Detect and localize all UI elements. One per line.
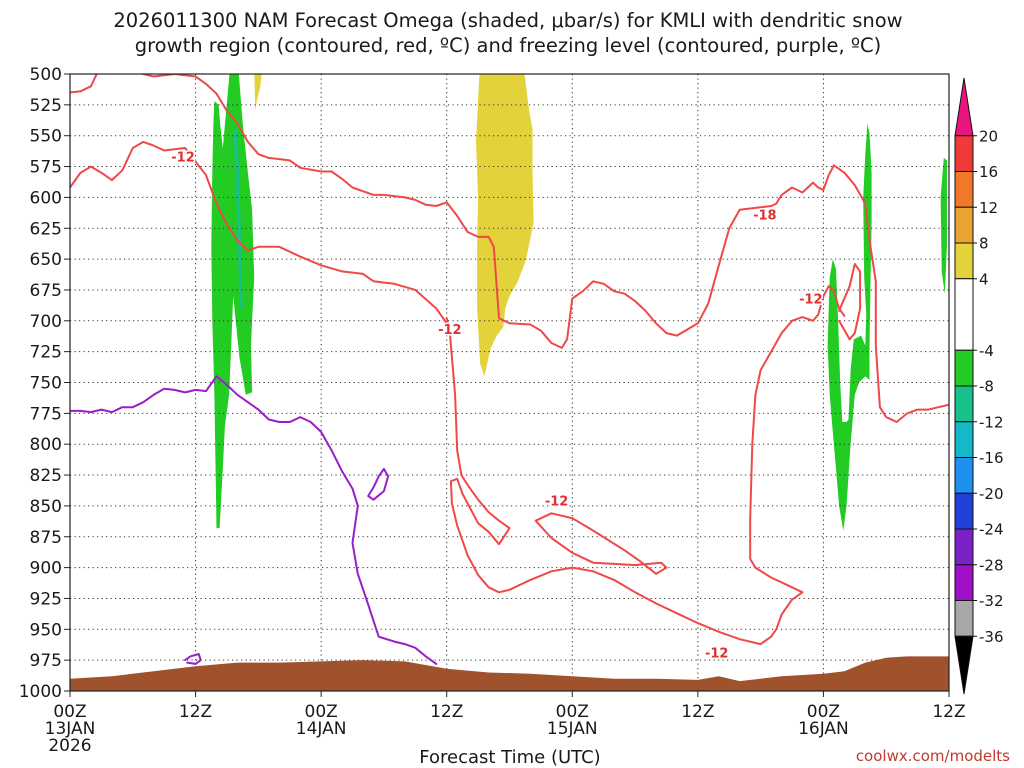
ytick-label-875: 875 <box>30 528 62 548</box>
contour-label-layer: -12 -12 -18 -12 -12 -12 <box>170 149 824 663</box>
chart-title-line1: 2026011300 NAM Forecast Omega (shaded, μ… <box>113 9 902 32</box>
xtick-label-48-1: 00Z <box>556 702 589 722</box>
ytick-label-625: 625 <box>30 219 62 239</box>
ytick-label-825: 825 <box>30 466 62 486</box>
terrain-fill <box>70 656 949 691</box>
colorbar-label-13: -36 <box>979 628 1004 646</box>
contour-freezing-level-0c <box>70 375 438 665</box>
contour-layer <box>70 74 949 665</box>
terrain-layer <box>70 656 949 691</box>
colorbar-label-5: -4 <box>979 342 994 360</box>
colorbar-label-11: -28 <box>979 556 1004 574</box>
x-axis-label: Forecast Time (UTC) <box>419 747 600 768</box>
contour-dendritic-12c-small-loop <box>534 512 668 575</box>
colorbar-label-6: -8 <box>979 378 994 396</box>
colorbar-bin-10 <box>954 492 974 530</box>
contour-dendritic-12c-upper-left-branch <box>70 140 448 325</box>
colorbar-label-0: 20 <box>979 127 998 145</box>
shaded-omega-4-to-8-yellow-14-15jan <box>476 74 534 377</box>
colorbar-label-9: -20 <box>979 485 1004 503</box>
colorbar-label-7: -12 <box>979 413 1004 431</box>
ytick-label-600: 600 <box>30 188 62 208</box>
colorbar-bin-2 <box>954 171 974 208</box>
colorbar-bin-4 <box>954 242 974 280</box>
ytick-label-925: 925 <box>30 589 62 609</box>
colorbar-bin-6 <box>954 349 974 387</box>
contour-freezing-level-0c-small-ring <box>367 467 390 501</box>
xtick-label-12-1: 12Z <box>179 702 212 722</box>
colorbar-bin-8 <box>954 421 974 458</box>
ytick-label-900: 900 <box>30 559 62 579</box>
ytick-label-750: 750 <box>30 374 62 394</box>
xtick-label-72-1: 00Z <box>807 702 840 722</box>
xtick-label-48-2: 15JAN <box>547 719 598 739</box>
contour-freezing-level-0c-surface-blip <box>184 653 202 665</box>
ytick-label-650: 650 <box>30 250 62 270</box>
grid-layer <box>70 74 949 691</box>
colorbar-bin-12 <box>954 564 974 601</box>
ytick-label-775: 775 <box>30 404 62 424</box>
colorbar-label-8: -16 <box>979 449 1004 467</box>
xtick-label-24-2: 14JAN <box>296 719 347 739</box>
colorbar-bin-14 <box>954 635 974 695</box>
colorbar-bin-9 <box>954 457 974 494</box>
contour-label-2: -18 <box>753 208 777 223</box>
ytick-label-1000: 1000 <box>19 682 62 702</box>
contour-label-1: -12 <box>438 323 462 338</box>
colorbar-bin-7 <box>954 385 974 423</box>
xtick-label-60-1: 12Z <box>681 702 714 722</box>
colorbar-bin-3 <box>954 206 974 244</box>
ytick-label-500: 500 <box>30 65 62 85</box>
xtick-label-24-1: 00Z <box>305 702 338 722</box>
ytick-label-950: 950 <box>30 620 62 640</box>
ytick-label-850: 850 <box>30 497 62 517</box>
colorbar-label-12: -32 <box>979 592 1004 610</box>
colorbar-label-4: 4 <box>979 270 989 288</box>
colorbar-bin-11 <box>954 528 974 566</box>
contour-dendritic-12c-upper <box>70 74 949 423</box>
ytick-label-700: 700 <box>30 312 62 332</box>
contour-dendritic-12c-right-ring <box>838 263 862 341</box>
shaded-omega-8-to-12-teal-streak <box>233 129 243 309</box>
shaded-omega-4-to-8-green-16jan <box>827 123 872 531</box>
ytick-label-550: 550 <box>30 127 62 147</box>
xtick-label-72-2: 16JAN <box>798 719 849 739</box>
contour-dendritic-12c-lower <box>445 285 846 646</box>
colorbar-label-1: 16 <box>979 163 998 181</box>
xtick-label-36-1: 12Z <box>430 702 463 722</box>
colorbar: 20 16 12 8 4 -4 -8 -12 -16 -20 -24 -28 -32 -36 <box>954 77 1004 695</box>
ytick-label-675: 675 <box>30 281 62 301</box>
ytick-label-725: 725 <box>30 343 62 363</box>
colorbar-label-2: 12 <box>979 199 998 217</box>
omega-shading-layer <box>211 74 947 531</box>
xtick-label-84-1: 12Z <box>932 702 965 722</box>
chart-title-line2: growth region (contoured, red, ºC) and f… <box>135 34 882 57</box>
credit-text: coolwx.com/modelts <box>856 747 1010 765</box>
ytick-label-800: 800 <box>30 435 62 455</box>
contour-label-0: -12 <box>171 150 195 165</box>
contour-label-5: -12 <box>705 646 729 661</box>
colorbar-bin-5 <box>954 278 974 351</box>
contour-label-4: -12 <box>545 495 569 510</box>
colorbar-label-10: -24 <box>979 521 1004 539</box>
shaded-omega-4-to-8-green-13jan <box>211 74 255 529</box>
xtick-label-0-3: 2026 <box>48 736 91 756</box>
ytick-label-575: 575 <box>30 158 62 178</box>
xtick-label-0-1: 00Z <box>53 702 86 722</box>
colorbar-label-3: 8 <box>979 235 989 253</box>
colorbar-bin-1 <box>954 135 974 172</box>
ytick-label-975: 975 <box>30 651 62 671</box>
axes-layer: 500 525 550 575 600 625 650 675 700 725 750 775 800 8… <box>19 65 966 756</box>
contour-label-3: -12 <box>799 292 823 307</box>
colorbar-bin-13 <box>954 600 974 637</box>
ytick-label-525: 525 <box>30 96 62 116</box>
shaded-omega-4-to-8-green-sliver <box>940 157 947 294</box>
shaded-omega-4-to-8-yellow-13jan <box>254 74 262 111</box>
xtick-label-0-2: 13JAN <box>45 719 96 739</box>
